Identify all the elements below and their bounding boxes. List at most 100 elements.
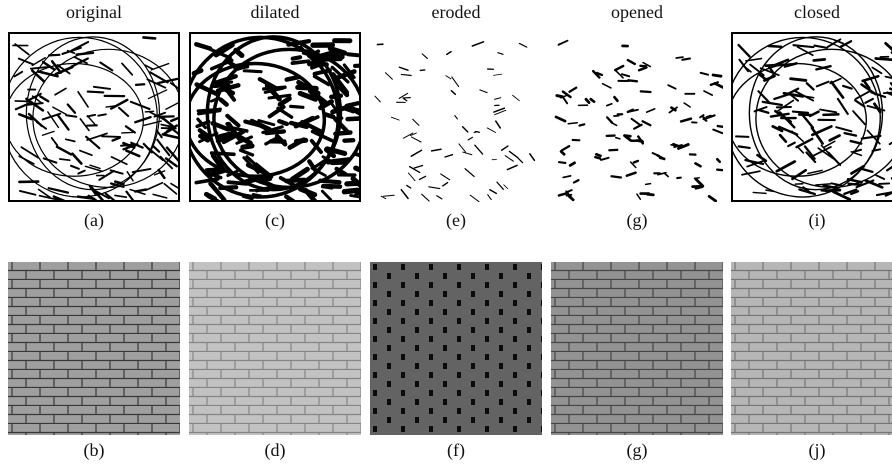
line-art-image [725, 32, 892, 202]
stroke [647, 194, 653, 195]
stroke [646, 184, 651, 185]
stroke [769, 46, 781, 47]
stroke [348, 54, 361, 55]
stroke [325, 114, 333, 116]
subfigure-label: (e) [446, 210, 466, 231]
stroke [293, 57, 300, 58]
stroke [717, 159, 719, 162]
subfigure-label: (g) [627, 440, 648, 461]
subfigure-label: (j) [809, 440, 826, 461]
stroke [612, 176, 621, 177]
figure: original(a)(b)dilated(c)(d)eroded(e)(f)o… [0, 0, 892, 469]
stroke [102, 136, 120, 137]
stroke [322, 59, 340, 60]
stroke [753, 192, 766, 193]
stroke [194, 71, 201, 74]
stroke [323, 186, 340, 187]
stroke [641, 91, 651, 92]
stroke [238, 65, 247, 68]
line-art-image [2, 32, 188, 205]
stroke [143, 37, 155, 38]
stroke [568, 123, 577, 124]
shading [370, 262, 542, 435]
stroke [291, 106, 303, 107]
column-title: closed [794, 2, 840, 22]
stroke [228, 182, 246, 184]
stroke [88, 92, 104, 93]
stroke [335, 133, 350, 134]
stroke [219, 134, 232, 137]
stroke [766, 65, 784, 66]
subfigure-label: (b) [84, 440, 105, 461]
line-art-image [551, 32, 727, 202]
stroke [266, 131, 284, 133]
stroke [634, 161, 638, 163]
stroke [344, 190, 357, 191]
column-title: eroded [432, 2, 481, 22]
stroke [257, 178, 270, 179]
stroke [682, 59, 690, 60]
stroke [849, 184, 862, 185]
stroke [566, 195, 571, 196]
column-title: original [66, 2, 122, 22]
stroke [628, 80, 637, 81]
stroke [331, 96, 341, 97]
shading [189, 262, 361, 435]
stroke [676, 57, 683, 58]
stroke [713, 75, 721, 76]
stroke [253, 194, 260, 195]
column-title: opened [611, 2, 663, 22]
stroke [347, 103, 360, 106]
stroke [557, 96, 563, 97]
stroke [244, 71, 261, 72]
stroke [717, 170, 727, 171]
stroke [98, 114, 106, 115]
stroke [213, 109, 221, 111]
shading [731, 262, 892, 435]
stroke [595, 157, 600, 158]
stroke [279, 121, 287, 124]
stroke [225, 90, 232, 94]
line-art-image [370, 32, 542, 202]
stroke [660, 158, 664, 159]
stroke [220, 187, 236, 188]
stroke [292, 61, 308, 63]
texture-image [8, 262, 180, 435]
stroke [136, 84, 144, 85]
stroke [814, 59, 825, 60]
texture-image [189, 262, 361, 435]
shading [551, 262, 723, 435]
column-title: dilated [251, 2, 300, 22]
stroke [696, 187, 702, 189]
stroke [328, 160, 348, 162]
stroke [736, 136, 748, 137]
stroke [287, 77, 299, 80]
stroke [793, 112, 808, 113]
subfigure-label: (f) [447, 440, 465, 461]
stroke [298, 87, 317, 88]
stroke [718, 126, 726, 127]
stroke [561, 151, 564, 154]
subfigure-label: (g) [627, 210, 648, 231]
stroke [791, 79, 806, 81]
image-background [551, 32, 723, 202]
subfigure-label: (i) [809, 210, 826, 231]
stroke [320, 181, 339, 183]
texture-image [551, 262, 723, 435]
stroke [559, 162, 565, 163]
stroke [826, 190, 840, 191]
stroke [420, 70, 424, 71]
stroke [626, 136, 630, 137]
shading [8, 262, 180, 435]
stroke [207, 169, 221, 170]
texture-image [370, 262, 542, 435]
texture-image [731, 262, 892, 435]
stroke [596, 154, 600, 156]
stroke [214, 85, 229, 86]
stroke [348, 118, 369, 119]
stroke [286, 180, 304, 181]
stroke [823, 114, 838, 115]
subfigure-label: (a) [84, 210, 104, 231]
stroke [579, 124, 584, 125]
stroke [49, 55, 59, 56]
